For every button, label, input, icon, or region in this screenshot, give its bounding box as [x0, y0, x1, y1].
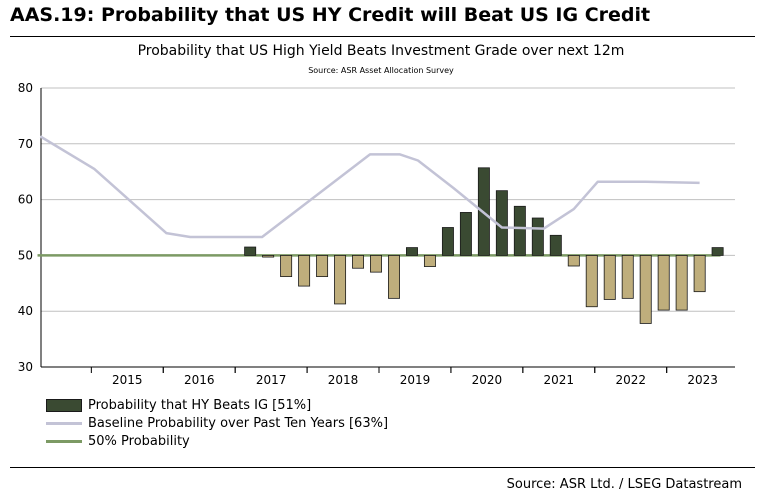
chart-subtitle: Source: ASR Asset Allocation Survey: [308, 66, 454, 75]
x-tick-label: 2021: [544, 373, 575, 387]
bar: [675, 254, 688, 311]
footer-source: Source: ASR Ltd. / LSEG Datastream: [506, 477, 742, 492]
y-tick-label: 70: [18, 137, 33, 151]
bar: [459, 212, 472, 256]
bar: [298, 254, 311, 287]
baseline-probability-line: [39, 135, 700, 239]
bar: [639, 254, 652, 324]
legend-item-fifty: 50% Probability: [46, 432, 388, 450]
bar: [334, 254, 347, 305]
bar: [280, 254, 293, 278]
y-tick-label: 30: [18, 360, 33, 374]
bar: [441, 227, 454, 256]
bar: [388, 254, 400, 299]
legend-item-hy-probability: Probability that HY Beats IG [51%]: [46, 396, 388, 414]
bar: [513, 205, 526, 256]
legend-label-hy-probability: Probability that HY Beats IG [51%]: [88, 397, 312, 413]
x-tick-label: 2017: [256, 373, 287, 387]
bar: [693, 254, 706, 293]
x-tick-label: 2018: [328, 373, 359, 387]
legend-label-baseline: Baseline Probability over Past Ten Years…: [88, 415, 389, 431]
bar: [657, 254, 670, 311]
bar: [244, 246, 257, 256]
bar: [262, 254, 275, 258]
bar: [316, 254, 329, 278]
bar: [370, 254, 382, 273]
y-tick-label: 60: [18, 193, 33, 207]
bar: [621, 254, 634, 299]
bar: [531, 217, 544, 256]
bar: [711, 247, 724, 256]
bar: [549, 234, 562, 256]
x-tick-label: 2020: [472, 373, 503, 387]
x-tick-label: 2022: [615, 373, 646, 387]
footer-divider: [10, 467, 755, 468]
y-tick-label: 50: [18, 248, 33, 262]
bar: [352, 254, 365, 269]
bar: [603, 254, 616, 300]
bar: [567, 254, 580, 267]
chart-legend: Probability that HY Beats IG [51%] Basel…: [46, 396, 388, 450]
bar: [585, 254, 598, 308]
legend-swatch-bars: [46, 398, 82, 412]
x-tick-label: 2019: [400, 373, 431, 387]
y-tick-label: 80: [18, 81, 33, 95]
legend-swatch-baseline: [46, 421, 82, 425]
y-tick-label: 40: [18, 304, 33, 318]
x-tick-label: 2023: [687, 373, 718, 387]
legend-swatch-fifty: [46, 439, 82, 443]
x-tick-label: 2015: [112, 373, 143, 387]
legend-item-baseline: Baseline Probability over Past Ten Years…: [46, 414, 388, 432]
header-divider: [10, 36, 755, 37]
bar: [405, 247, 418, 256]
report-title: AAS.19: Probability that US HY Credit wi…: [10, 4, 651, 26]
chart-title: Probability that US High Yield Beats Inv…: [137, 43, 625, 59]
x-tick-label: 2016: [184, 373, 215, 387]
legend-label-fifty: 50% Probability: [88, 433, 190, 449]
bar: [423, 254, 436, 267]
